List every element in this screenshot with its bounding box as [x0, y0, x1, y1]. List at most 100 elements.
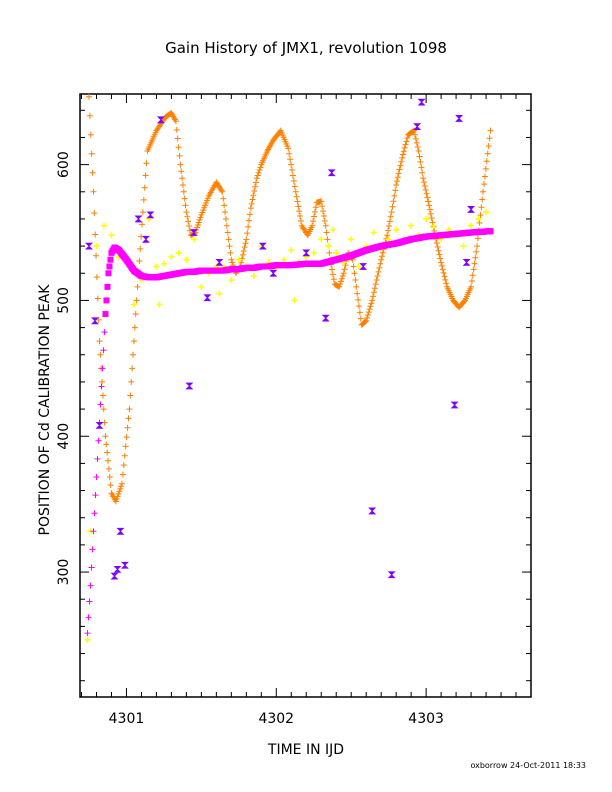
- orange-point: [125, 415, 132, 422]
- orange-point: [364, 311, 371, 318]
- purple-point: [269, 269, 278, 277]
- magenta-point: [97, 401, 104, 408]
- orange-point: [384, 232, 391, 239]
- orange-point: [318, 198, 325, 205]
- x-tick-label: 4303: [408, 711, 444, 727]
- yellow-point: [160, 260, 167, 267]
- orange-point: [247, 205, 254, 212]
- orange-point: [394, 178, 401, 185]
- orange-point: [105, 457, 112, 464]
- orange-point: [218, 187, 225, 194]
- yellow-point: [235, 256, 242, 263]
- orange-point: [177, 161, 184, 168]
- footer-note: oxborrow 24-Oct-2011 18:33: [470, 761, 586, 770]
- orange-point: [391, 192, 398, 199]
- orange-point: [420, 175, 427, 182]
- orange-point: [441, 273, 448, 280]
- magenta-series: [84, 228, 494, 637]
- orange-point: [183, 209, 190, 216]
- orange-point: [139, 209, 146, 216]
- orange-point: [118, 483, 125, 490]
- magenta-point: [92, 492, 99, 499]
- orange-point: [395, 170, 402, 177]
- orange-point: [350, 263, 357, 270]
- orange-point: [287, 156, 294, 163]
- yellow-point: [318, 236, 325, 243]
- magenta-point: [95, 437, 102, 444]
- orange-point: [127, 392, 134, 399]
- orange-point: [226, 243, 233, 250]
- orange-point: [434, 243, 441, 250]
- orange-point: [476, 219, 483, 226]
- orange-point: [186, 223, 193, 230]
- orange-point: [220, 195, 227, 202]
- orange-point: [485, 142, 492, 149]
- purple-point: [185, 382, 194, 390]
- orange-point: [353, 283, 360, 290]
- purple-point: [387, 571, 396, 579]
- orange-point: [185, 218, 192, 225]
- orange-point: [437, 255, 444, 262]
- orange-point: [369, 297, 376, 304]
- yellow-point: [190, 236, 197, 243]
- yellow-point: [408, 222, 415, 229]
- orange-point: [225, 236, 232, 243]
- orange-point: [172, 118, 179, 125]
- orange-point: [390, 198, 397, 205]
- purple-point: [141, 235, 150, 243]
- yellow-point: [280, 256, 287, 263]
- orange-point: [228, 256, 235, 263]
- yellow-point: [288, 247, 295, 254]
- orange-point: [412, 131, 419, 138]
- orange-point: [179, 175, 186, 182]
- yellow-point: [483, 209, 490, 216]
- magenta-point: [90, 528, 97, 535]
- orange-point: [326, 249, 333, 256]
- orange-point: [249, 196, 256, 203]
- yellow-point: [168, 253, 175, 260]
- yellow-point: [250, 272, 257, 279]
- purple-point: [327, 169, 336, 177]
- orange-point: [424, 194, 431, 201]
- yellow-point: [175, 249, 182, 256]
- magenta-point: [89, 546, 96, 553]
- yellow-point: [475, 215, 482, 222]
- orange-point: [394, 174, 401, 181]
- magenta-point: [107, 256, 114, 263]
- y-tick-label: 600: [56, 151, 72, 178]
- orange-point: [286, 150, 293, 157]
- orange-point: [376, 264, 383, 271]
- yellow-point: [385, 236, 392, 243]
- orange-point: [322, 222, 329, 229]
- orange-point: [133, 297, 140, 304]
- orange-point: [88, 150, 95, 157]
- purple-point: [467, 206, 476, 213]
- orange-point: [85, 93, 92, 100]
- magenta-point: [91, 510, 98, 517]
- orange-point: [239, 251, 246, 258]
- yellow-point: [423, 215, 430, 222]
- magenta-point: [94, 455, 101, 462]
- orange-point: [129, 365, 136, 372]
- orange-point: [94, 295, 101, 302]
- yellow-point: [325, 243, 332, 250]
- orange-point: [288, 161, 295, 168]
- purple-point: [91, 317, 99, 325]
- orange-point: [351, 270, 358, 277]
- orange-point: [320, 212, 327, 219]
- orange-point: [219, 188, 226, 195]
- orange-point: [365, 309, 372, 316]
- purple-point: [258, 242, 267, 250]
- orange-point: [366, 306, 373, 313]
- orange-point: [293, 193, 300, 200]
- yellow-point: [355, 263, 362, 270]
- orange-point: [99, 392, 106, 399]
- orange-point: [97, 351, 104, 358]
- yellow-point: [153, 263, 160, 270]
- orange-point: [180, 188, 187, 195]
- magenta-point: [87, 582, 94, 589]
- orange-point: [252, 179, 259, 186]
- orange-point: [420, 179, 427, 186]
- orange-point: [311, 213, 318, 220]
- purple-point: [120, 561, 129, 569]
